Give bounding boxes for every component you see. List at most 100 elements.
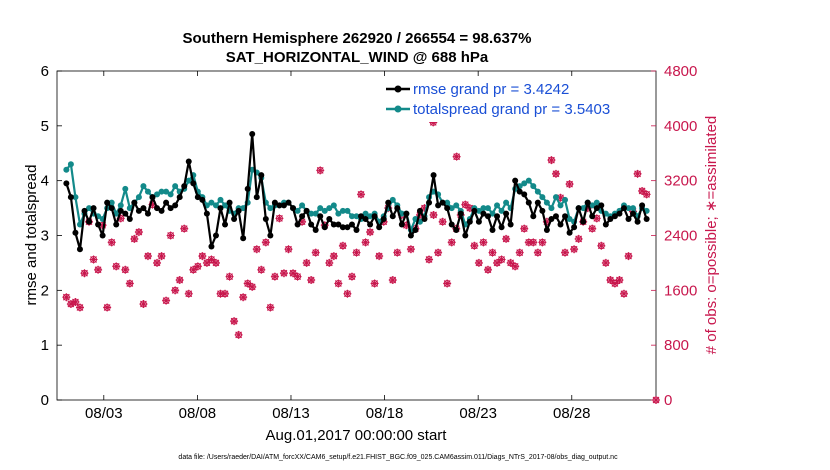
rmse-point <box>389 213 396 220</box>
obs-marker-assimilated <box>642 190 651 199</box>
obs-marker-assimilated <box>406 245 415 254</box>
rmse-point <box>231 216 238 223</box>
obs-marker-assimilated <box>375 252 384 261</box>
rmse-point <box>212 232 219 239</box>
obs-marker-assimilated <box>266 303 275 312</box>
chart-title-line1: Southern Hemisphere 262920 / 266554 = 98… <box>183 30 532 47</box>
rmse-point <box>534 199 541 206</box>
rmse-point <box>258 172 265 179</box>
rmse-point <box>154 205 161 212</box>
obs-marker-assimilated <box>488 248 497 257</box>
obs-marker-assimilated <box>329 252 338 261</box>
rmse-point <box>539 207 546 214</box>
rmse-point <box>299 213 306 220</box>
totalspread-point <box>172 183 179 190</box>
rmse-point <box>376 224 383 231</box>
totalspread-point <box>494 202 501 209</box>
x-tick-label: 08/28 <box>553 405 591 422</box>
obs-marker-assimilated <box>497 255 506 264</box>
y-right-tick-label: 800 <box>664 337 689 354</box>
rmse-point <box>398 221 405 228</box>
rmse-point <box>67 194 74 201</box>
rmse-point <box>602 221 609 228</box>
legend-spread-marker <box>394 105 402 113</box>
obs-marker-assimilated <box>574 234 583 243</box>
obs-marker-assimilated <box>511 262 520 271</box>
obs-marker-assimilated <box>134 228 143 237</box>
obs-marker-assimilated <box>166 231 175 240</box>
obs-marker-assimilated <box>289 269 298 278</box>
obs-marker-assimilated <box>221 289 230 298</box>
obs-marker-assimilated <box>624 252 633 261</box>
obs-marker-assimilated <box>62 293 71 302</box>
obs-marker-special-assimilated <box>429 118 438 127</box>
data-file-footnote: data file: /Users/raeder/DAI/ATM_forcXX/… <box>178 454 618 461</box>
obs-marker-assimilated <box>538 238 547 247</box>
rmse-point <box>589 213 596 220</box>
obs-marker-assimilated <box>252 245 261 254</box>
rmse-point <box>262 216 269 223</box>
obs-marker-assimilated <box>465 204 474 213</box>
totalspread-point <box>222 202 229 209</box>
obs-marker-assimilated <box>293 272 302 281</box>
rmse-point <box>339 224 346 231</box>
rmse-point <box>81 207 88 214</box>
rmse-point <box>312 227 319 234</box>
totalspread-point <box>330 202 337 209</box>
totalspread-point <box>208 199 215 206</box>
y-left-tick-group: 0 1 2 3 4 5 6 <box>41 63 62 409</box>
totalspread-point <box>217 196 224 203</box>
obs-marker-assimilated <box>103 303 112 312</box>
x-axis-label: Aug.01,2017 00:00:00 start <box>266 427 448 444</box>
rmse-point <box>285 199 292 206</box>
totalspread-point <box>489 210 496 217</box>
obs-marker-assimilated <box>193 262 202 271</box>
obs-marker-assimilated <box>347 272 356 281</box>
rmse-point <box>326 216 333 223</box>
rmse-point <box>303 207 310 214</box>
totalspread-point <box>344 207 351 214</box>
rmse-point <box>172 202 179 209</box>
obs-marker-assimilated <box>547 156 556 165</box>
rmse-point <box>226 199 233 206</box>
rmse-point <box>267 232 274 239</box>
obs-marker-assimilated <box>257 265 266 274</box>
obs-marker-assimilated <box>606 276 615 285</box>
rmse-point <box>317 213 324 220</box>
totalspread-point <box>348 213 355 220</box>
obs-marker-special-assimilated <box>652 396 660 404</box>
rmse-point <box>430 172 437 179</box>
rmse-point <box>489 227 496 234</box>
obs-marker-assimilated <box>361 238 370 247</box>
totalspread-point <box>534 188 541 195</box>
rmse-point <box>620 205 627 212</box>
obs-marker-assimilated <box>597 241 606 250</box>
totalspread-point <box>552 194 559 201</box>
rmse-point <box>562 213 569 220</box>
totalspread-point <box>339 207 346 214</box>
rmse-point <box>462 232 469 239</box>
obs-marker-assimilated <box>542 217 551 226</box>
rmse-point <box>584 199 591 206</box>
totalspread-point <box>525 177 532 184</box>
obs-marker-assimilated <box>284 245 293 254</box>
rmse-point <box>385 199 392 206</box>
obs-marker-assimilated <box>311 248 320 257</box>
obs-marker-assimilated <box>447 238 456 247</box>
obs-marker-assimilated <box>157 252 166 261</box>
rmse-point <box>86 218 93 225</box>
totalspread-point <box>589 202 596 209</box>
rmse-point <box>412 227 419 234</box>
rmse-point <box>394 205 401 212</box>
obs-marker-assimilated <box>425 255 434 264</box>
rmse-point <box>280 202 287 209</box>
rmse-point <box>557 221 564 228</box>
totalspread-point <box>108 199 115 206</box>
rmse-point <box>457 210 464 217</box>
totalspread-point <box>566 216 573 223</box>
totalspread-point <box>548 205 555 212</box>
totalspread-point <box>154 191 161 198</box>
obs-marker-assimilated <box>248 282 257 291</box>
totalspread-point <box>299 202 306 209</box>
rmse-point <box>575 205 582 212</box>
